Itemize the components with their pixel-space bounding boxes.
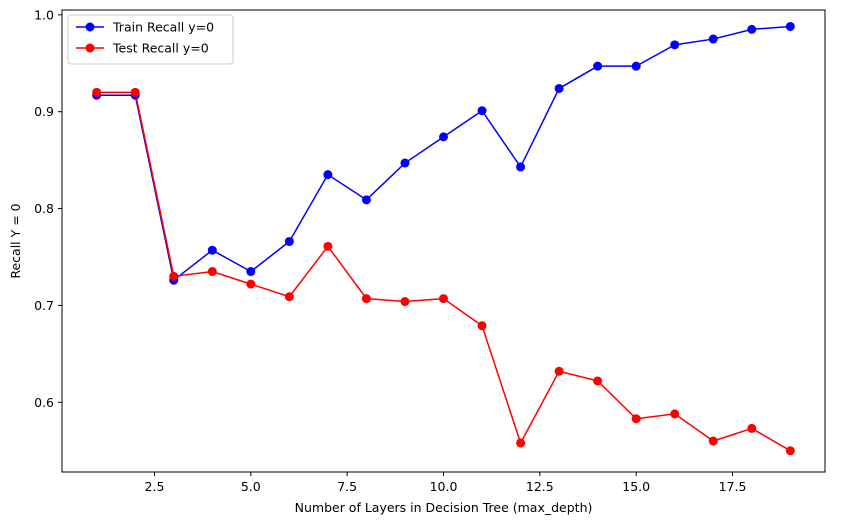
x-tick-label: 7.5 (337, 479, 357, 494)
x-axis-label: Number of Layers in Decision Tree (max_d… (295, 500, 593, 515)
data-point-train-recall (439, 132, 448, 142)
plot-area (61, 9, 826, 473)
x-axis-ticks: 2.5 5.0 7.5 10.0 12.5 15.0 17.5 (145, 472, 747, 494)
data-point-test-recall (130, 87, 140, 97)
y-tick-label: 0.9 (34, 104, 54, 119)
y-tick-label: 0.8 (34, 201, 54, 216)
legend-item-train-recall: Train Recall y=0 (76, 20, 214, 35)
legend-box (67, 14, 234, 65)
data-point-train-recall (670, 40, 680, 50)
data-point-train-recall (516, 162, 526, 172)
x-tick-label: 10.0 (430, 479, 458, 494)
data-point-test-recall (747, 423, 757, 433)
data-point-test-recall (785, 446, 795, 456)
data-point-train-recall (246, 267, 256, 277)
series-markers (92, 21, 795, 456)
data-point-test-recall (554, 366, 564, 376)
data-point-test-recall (708, 436, 718, 446)
legend-item-test-recall: Test Recall y=0 (76, 41, 209, 56)
data-point-train-recall (554, 83, 564, 93)
y-axis-ticks: 0.6 0.7 0.8 0.9 1.0 (34, 7, 62, 410)
legend: Train Recall y=0 Test Recall y=0 (67, 14, 234, 65)
plot-frame (61, 9, 826, 473)
legend-label-test-recall: Test Recall y=0 (112, 41, 209, 56)
data-point-test-recall (400, 297, 410, 307)
data-point-test-recall (477, 321, 487, 331)
data-point-train-recall (284, 236, 294, 246)
data-point-test-recall (169, 271, 179, 281)
data-point-train-recall (361, 195, 371, 205)
data-point-train-recall (323, 170, 333, 180)
data-point-train-recall (477, 106, 487, 116)
data-point-test-recall (92, 87, 102, 97)
y-tick-label: 0.6 (34, 395, 54, 410)
y-tick-label: 1.0 (34, 7, 54, 22)
data-point-test-recall (439, 294, 448, 304)
data-point-train-recall (747, 24, 757, 34)
x-tick-label: 12.5 (526, 479, 554, 494)
data-point-test-recall (631, 414, 641, 424)
legend-label-train-recall: Train Recall y=0 (112, 20, 214, 35)
y-axis-label: Recall Y = 0 (8, 203, 23, 278)
data-point-test-recall (361, 294, 371, 304)
data-point-train-recall (593, 61, 603, 71)
x-tick-label: 17.5 (719, 479, 747, 494)
data-point-test-recall (323, 241, 333, 251)
x-tick-label: 2.5 (145, 479, 165, 494)
data-point-test-recall (207, 267, 217, 277)
data-point-train-recall (708, 34, 718, 44)
data-point-test-recall (284, 292, 294, 302)
data-point-train-recall (785, 21, 795, 31)
data-point-train-recall (400, 158, 410, 168)
x-tick-label: 15.0 (622, 479, 650, 494)
legend-marker-test-recall (85, 43, 95, 53)
data-point-test-recall (516, 438, 526, 448)
data-point-test-recall (246, 279, 256, 289)
data-point-train-recall (207, 245, 217, 255)
x-tick-label: 5.0 (241, 479, 261, 494)
data-point-test-recall (593, 376, 603, 386)
legend-marker-train-recall (85, 22, 95, 32)
data-point-test-recall (670, 409, 680, 419)
y-tick-label: 0.7 (34, 298, 54, 313)
data-point-train-recall (631, 61, 641, 71)
